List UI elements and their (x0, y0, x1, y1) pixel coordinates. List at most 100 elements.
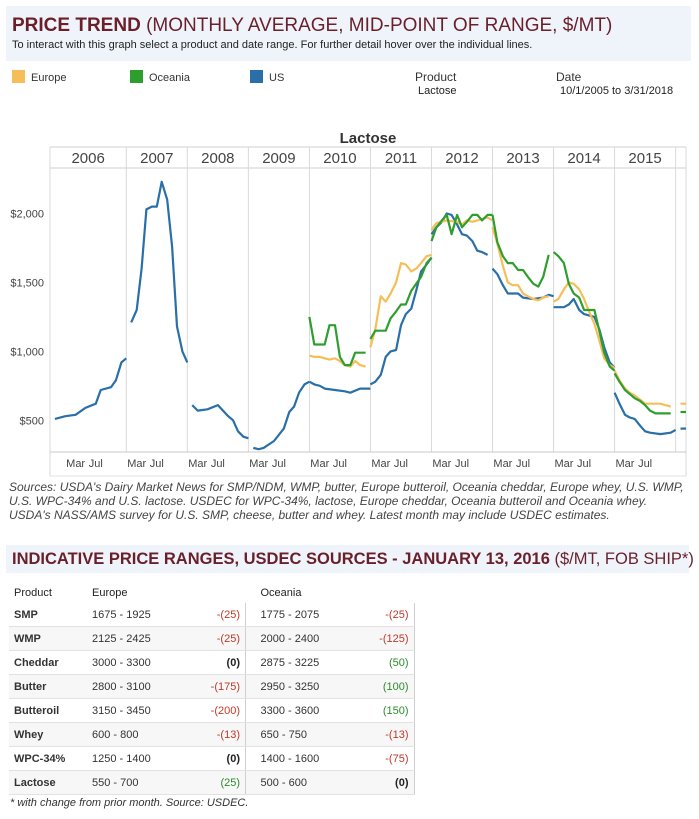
europe-change-cell: -(25) (197, 603, 246, 627)
product-cell: WPC-34% (9, 746, 87, 771)
year-label: 2013 (506, 150, 539, 167)
series-line-europe[interactable] (491, 226, 549, 302)
price-trend-title: PRICE TREND (MONTHLY AVERAGE, MID-POINT … (12, 15, 613, 36)
series-line-us[interactable] (54, 357, 128, 420)
oceania-change-cell: (0) (365, 770, 415, 795)
series-line-europe[interactable] (369, 253, 432, 348)
date-filter-value[interactable]: 10/1/2005 to 3/31/2018 (560, 85, 674, 97)
chart-grid (49, 146, 687, 477)
table-row: SMP 1675 - 1925 -(25) 1775 - 2075 -(25) (9, 603, 415, 627)
series-line-us[interactable] (553, 297, 616, 369)
series-line-oceania[interactable] (552, 251, 616, 372)
oceania-change-cell: -(13) (365, 722, 415, 747)
legend-swatch-us (250, 70, 263, 83)
product-cell: Cheddar (9, 650, 87, 675)
product-filter-label: Product (415, 70, 457, 84)
month-tick-label: Jul (89, 458, 103, 470)
col-header-product: Product (14, 587, 52, 599)
oceania-range-cell: 2000 - 2400 (255, 626, 366, 651)
product-cell: Lactose (9, 770, 87, 795)
legend-swatch-oceania (130, 70, 143, 83)
y-tick-label: $1,000 (10, 346, 44, 358)
year-label: 2010 (323, 150, 356, 167)
oceania-change-cell: (100) (365, 674, 415, 699)
month-tick-label: Mar (310, 458, 329, 470)
year-label: 2015 (628, 150, 661, 167)
month-tick-label: Jul (150, 458, 164, 470)
footnote: * with change from prior month. Source: … (10, 797, 249, 809)
legend-oceania[interactable]: Oceania (130, 70, 190, 84)
series-line-us[interactable] (613, 392, 677, 436)
europe-range-cell: 1675 - 1925 (87, 603, 197, 627)
month-tick-label: Mar (615, 458, 634, 470)
europe-change-cell: -(200) (197, 698, 246, 723)
europe-range-cell: 1250 - 1400 (87, 746, 197, 771)
oceania-change-cell: -(125) (365, 626, 415, 651)
product-cell: Butteroil (9, 698, 87, 723)
product-cell: SMP (9, 603, 87, 627)
price-trend-chart[interactable]: Lactose 2006 Mar Jul 2007 Mar Jul 2008 Mar Jul 200… (0, 122, 699, 477)
year-label: 2011 (385, 150, 417, 167)
legend-us[interactable]: US (250, 70, 284, 84)
month-tick-label: Mar (432, 458, 451, 470)
col-header-europe: Europe (92, 587, 128, 599)
table-row: WPC-34% 1250 - 1400 (0) 1400 - 1600 -(75) (9, 746, 415, 771)
legend-swatch-europe (12, 70, 25, 83)
product-cell: Butter (9, 674, 87, 699)
sources-text: Sources: USDA's Dairy Market News for SM… (9, 480, 684, 522)
col-header-oceania: Oceania (260, 587, 302, 599)
series-line-europe[interactable] (309, 354, 366, 368)
europe-change-cell: -(25) (197, 626, 246, 651)
y-tick-label: $2,000 (10, 208, 44, 220)
series-line-us[interactable] (369, 256, 433, 386)
table-row: Butteroil 3150 - 3450 -(200) 3300 - 3600 (15… (9, 698, 415, 723)
europe-change-cell: (0) (197, 650, 246, 675)
europe-range-cell: 2125 - 2425 (87, 626, 197, 651)
series-line-oceania[interactable] (491, 214, 550, 288)
product-filter-value[interactable]: Lactose (418, 85, 457, 97)
chart-series[interactable] (54, 180, 686, 451)
year-label: 2014 (567, 150, 600, 167)
year-header-band (50, 147, 686, 168)
price-ranges-title: INDICATIVE PRICE RANGES, USDEC SOURCES -… (12, 550, 694, 568)
series-line-us[interactable] (130, 180, 189, 363)
oceania-range-cell: 2875 - 3225 (255, 650, 366, 675)
europe-range-cell: 600 - 800 (87, 722, 197, 747)
price-trend-subtitle: To interact with this graph select a pro… (12, 39, 533, 51)
europe-change-cell: -(175) (197, 674, 246, 699)
oceania-change-cell: (150) (365, 698, 415, 723)
year-label: 2007 (140, 150, 173, 167)
oceania-range-cell: 500 - 600 (255, 770, 366, 795)
series-line-us[interactable] (308, 380, 371, 394)
europe-range-cell: 550 - 700 (87, 770, 197, 795)
month-tick-label: Mar (371, 458, 390, 470)
table-row: Whey 600 - 800 -(13) 650 - 750 -(13) (9, 722, 415, 747)
table-row: Cheddar 3000 - 3300 (0) 2875 - 3225 (50) (9, 650, 415, 675)
month-tick-label: Jul (577, 458, 591, 470)
year-label: 2009 (262, 150, 295, 167)
chart-title: Lactose (340, 130, 397, 147)
year-label: 2008 (201, 150, 234, 167)
table-header-row: Product Europe Oceania (9, 583, 414, 603)
table-row: Lactose 550 - 700 (25) 500 - 600 (0) (9, 770, 415, 795)
series-line-us[interactable] (253, 380, 310, 451)
legend-europe[interactable]: Europe (12, 70, 66, 84)
date-filter-label: Date (556, 70, 582, 84)
price-trend-header: PRICE TREND (MONTHLY AVERAGE, MID-POINT … (6, 6, 691, 61)
oceania-range-cell: 650 - 750 (255, 722, 366, 747)
series-line-oceania[interactable] (369, 256, 433, 340)
oceania-change-cell: -(25) (365, 603, 415, 627)
series-line-oceania[interactable] (308, 316, 366, 367)
price-ranges-table: Product Europe Oceania SMP 1675 - 1925 -(2… (9, 583, 415, 795)
month-tick-label: Jul (516, 458, 530, 470)
product-cell: WMP (9, 626, 87, 651)
series-line-oceania[interactable] (430, 213, 493, 242)
oceania-change-cell: -(75) (365, 746, 415, 771)
month-tick-label: Mar (127, 458, 146, 470)
month-tick-label: Mar (493, 458, 512, 470)
month-tick-label: Jul (394, 458, 408, 470)
europe-change-cell: (25) (197, 770, 246, 795)
series-line-europe[interactable] (553, 281, 616, 369)
series-line-oceania[interactable] (613, 372, 671, 415)
series-line-us[interactable] (191, 404, 249, 440)
